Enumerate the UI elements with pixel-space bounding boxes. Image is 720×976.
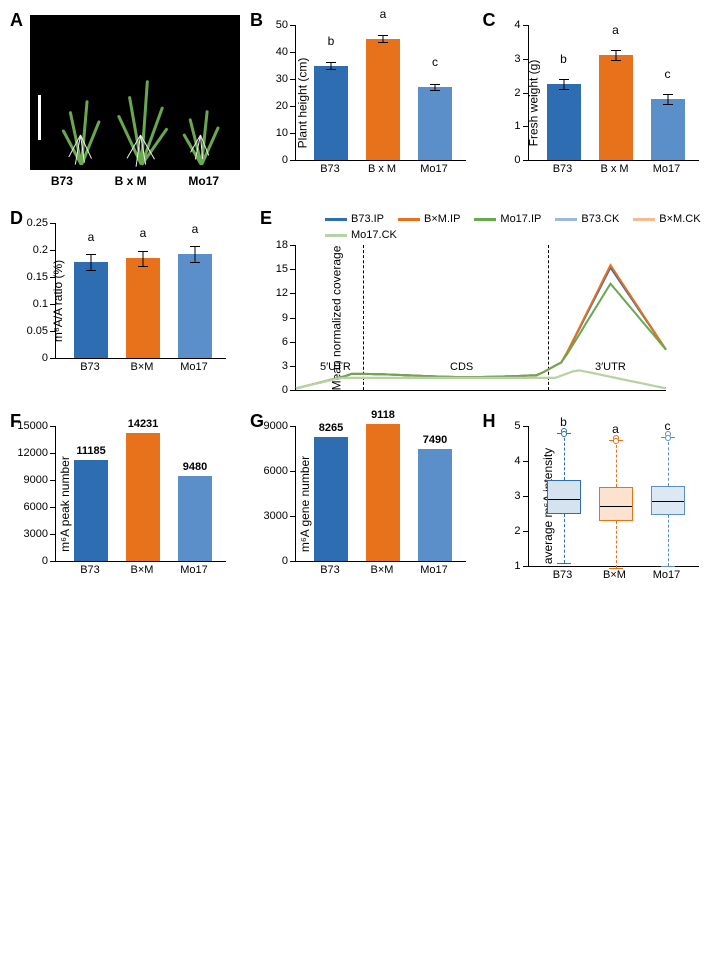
panel-label-g: G — [250, 411, 264, 432]
panel-a: A — [15, 15, 240, 188]
chart-gene-number: m⁶A gene number 030006000900082659118749… — [295, 426, 465, 581]
panel-e: E B73.IPB×M.IPMo17.IPB73.CKB×M.CKMo17.CK… — [295, 213, 705, 391]
panel-label-d: D — [10, 208, 23, 229]
panel-h: H average m⁶A intensity 12345bac B73B×MM… — [488, 416, 706, 586]
panel-b: B Plant height (cm) 01020304050bac B73B … — [255, 15, 473, 188]
panel-a-xlabels: B73 B x M Mo17 — [30, 174, 240, 188]
panel-label-c: C — [483, 10, 496, 31]
plant-bxm — [125, 95, 155, 165]
panel-a-photo — [30, 15, 240, 170]
panel-g: G m⁶A gene number 0300060009000826591187… — [255, 416, 473, 586]
chart-peak-number: m⁶A peak number 030006000900012000150001… — [55, 426, 225, 581]
chart-fresh-weight: Fresh weight (g) 01234bac B73B x MMo17 — [528, 25, 698, 180]
panel-label-a: A — [10, 10, 23, 31]
legend-e: B73.IPB×M.IPMo17.IPB73.CKB×M.CKMo17.CK — [325, 213, 705, 241]
label-b73: B73 — [51, 174, 73, 188]
boxplot-intensity: average m⁶A intensity 12345bac B73B×MMo1… — [528, 426, 698, 586]
region-5utr: 5′UTR — [320, 361, 351, 373]
panel-label-h: H — [483, 411, 496, 432]
region-cds: CDS — [450, 361, 473, 373]
panel-c: C Fresh weight (g) 01234bac B73B x MMo17 — [488, 15, 706, 188]
region-3utr: 3′UTR — [595, 361, 626, 373]
panel-label-e: E — [260, 208, 272, 229]
label-bxm: B x M — [115, 174, 147, 188]
plant-mo17 — [185, 95, 215, 165]
scale-bar — [38, 95, 41, 140]
figure-grid: A — [15, 15, 705, 586]
plant-b73 — [65, 95, 95, 165]
chart-m6a-ratio: m⁶A/A ratio (%) 00.050.10.150.20.25aaa B… — [55, 223, 225, 378]
label-mo17: Mo17 — [188, 174, 219, 188]
panel-label-b: B — [250, 10, 263, 31]
panel-d: D m⁶A/A ratio (%) 00.050.10.150.20.25aaa… — [15, 213, 240, 391]
panel-f: F m⁶A peak number 0300060009000120001500… — [15, 416, 240, 586]
chart-plant-height: Plant height (cm) 01020304050bac B73B x … — [295, 25, 465, 180]
